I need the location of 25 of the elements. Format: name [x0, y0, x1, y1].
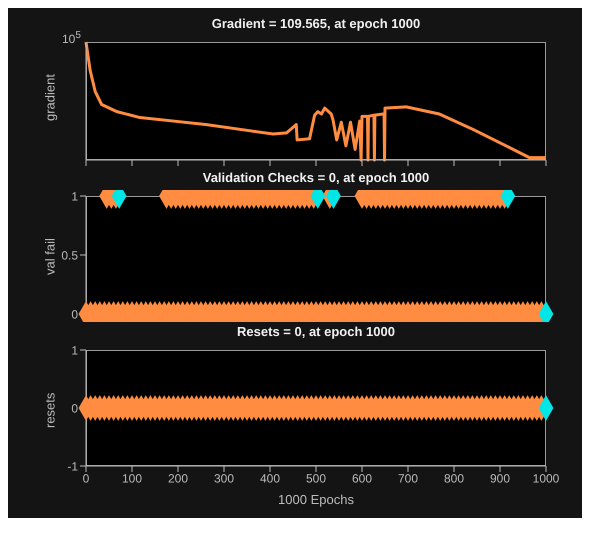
x-tick-label: 200: [168, 472, 188, 486]
text: 10$^{5}$: [62, 30, 81, 46]
x-tick-label: 700: [398, 472, 418, 486]
x-tick-label: 600: [352, 472, 372, 486]
x-tick-label: 0: [82, 472, 90, 486]
y-tick-label: -1: [67, 459, 78, 474]
chart-title: Gradient = 109.565, at epoch 1000: [210, 16, 422, 31]
x-tick-label: 300: [214, 472, 234, 486]
y-axis-title: val fail: [42, 238, 58, 275]
chart-title: Resets = 0, at epoch 1000: [236, 324, 396, 339]
x-tick-label: 500: [306, 472, 326, 486]
x-tick-label: 800: [444, 472, 464, 486]
x-tick-label: 1000: [532, 472, 560, 486]
y-tick-label: 0: [71, 307, 78, 322]
x-tick-label: 400: [260, 472, 280, 486]
y-tick-label: 0: [71, 401, 78, 416]
y-tick-label: 1: [71, 343, 78, 358]
y-axis-title: resets: [42, 392, 58, 428]
y-axis-title: gradient: [42, 74, 58, 121]
x-tick-label: 100: [122, 472, 142, 486]
chart-title: Validation Checks = 0, at epoch 1000: [202, 170, 430, 185]
x-tick-label: 900: [490, 472, 510, 486]
y-tick-label: 1: [71, 189, 78, 204]
y-tick-label: 0.5: [61, 248, 78, 262]
x-axis-title: 1000 Epochs: [278, 492, 354, 507]
